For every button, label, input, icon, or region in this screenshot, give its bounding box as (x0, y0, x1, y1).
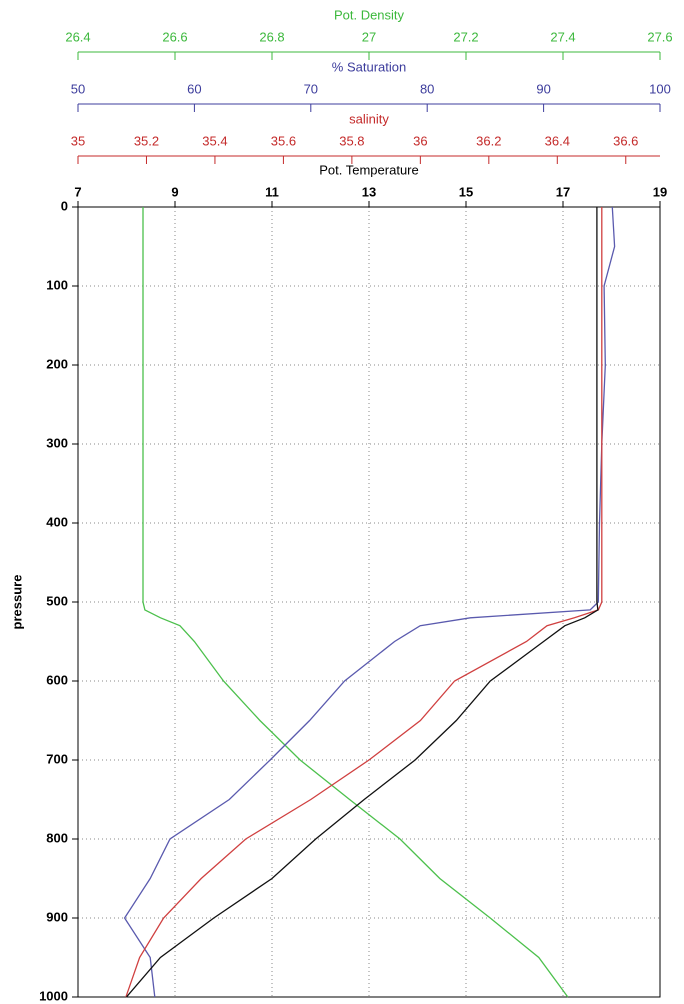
y-tick-label: 500 (46, 593, 68, 608)
x-tick-label: 60 (187, 81, 201, 96)
x-tick-label: 11 (265, 184, 279, 199)
axis-title: Pot. Density (334, 7, 405, 22)
y-tick-label: 900 (46, 909, 68, 924)
axis-title: salinity (349, 111, 389, 126)
x-tick-label: 13 (362, 184, 376, 199)
y-tick-label: 600 (46, 672, 68, 687)
x-tick-label: 27.4 (550, 29, 575, 44)
x-tick-label: 27.6 (647, 29, 672, 44)
x-tick-label: 35.4 (202, 133, 227, 148)
y-tick-label: 400 (46, 514, 68, 529)
x-tick-label: 15 (459, 184, 473, 199)
x-tick-label: 26.8 (259, 29, 284, 44)
axis-title: Pot. Temperature (319, 162, 418, 177)
profile-line (123, 206, 616, 998)
profile-line (142, 207, 569, 998)
x-tick-label: 27.2 (453, 29, 478, 44)
x-tick-label: 9 (171, 184, 178, 199)
profile-line (125, 207, 603, 998)
x-tick-label: 36.4 (545, 133, 570, 148)
x-tick-label: 7 (74, 184, 81, 199)
x-tick-label: 19 (653, 184, 667, 199)
x-tick-label: 26.6 (162, 29, 187, 44)
y-tick-label: 1000 (39, 988, 68, 1003)
x-tick-label: 17 (556, 184, 570, 199)
x-tick-label: 80 (420, 81, 434, 96)
x-tick-label: 36.6 (613, 133, 638, 148)
x-tick-label: 36 (413, 133, 427, 148)
y-tick-label: 700 (46, 751, 68, 766)
x-tick-label: 50 (71, 81, 85, 96)
x-tick-label: 27 (362, 29, 376, 44)
y-tick-label: 800 (46, 830, 68, 845)
plot-frame (77, 206, 661, 998)
x-tick-label: 35.6 (271, 133, 296, 148)
x-tick-label: 26.4 (65, 29, 90, 44)
y-axis-label: pressure (9, 575, 24, 630)
x-tick-label: 35 (71, 133, 85, 148)
x-tick-label: 36.2 (476, 133, 501, 148)
y-tick-label: 200 (46, 356, 68, 371)
x-tick-label: 100 (649, 81, 671, 96)
profile-line (126, 207, 599, 998)
y-tick-label: 100 (46, 277, 68, 292)
x-tick-label: 35.2 (134, 133, 159, 148)
x-tick-label: 70 (304, 81, 318, 96)
y-tick-label: 0 (61, 198, 68, 213)
y-tick-label: 300 (46, 435, 68, 450)
x-tick-label: 35.8 (339, 133, 364, 148)
axis-title: % Saturation (332, 59, 406, 74)
x-tick-label: 90 (536, 81, 550, 96)
